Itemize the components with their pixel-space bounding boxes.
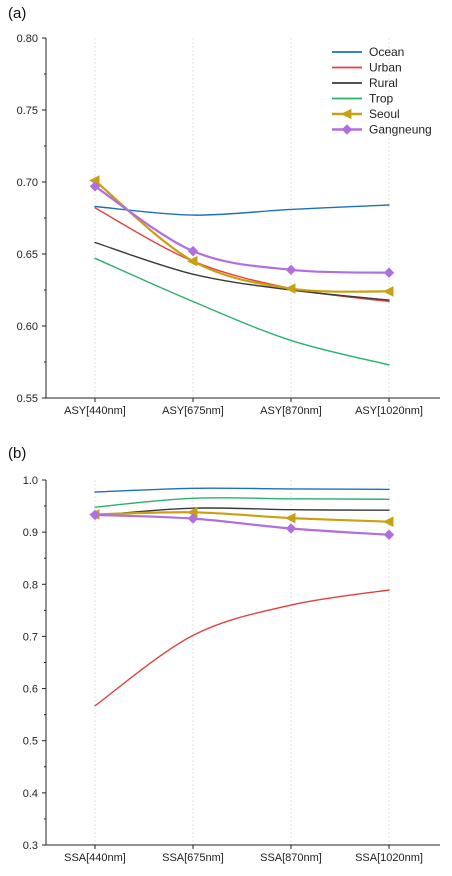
x-tick-label: ASY[1020nm] <box>355 405 423 417</box>
data-point-seoul <box>382 286 394 297</box>
series-line-trop <box>94 257 390 366</box>
legend-label-trop: Trop <box>369 92 394 106</box>
data-point-gangneung <box>187 245 199 257</box>
data-point-seoul <box>382 516 394 528</box>
series-line-rural <box>94 507 390 517</box>
y-tick-label: 0.65 <box>17 249 38 261</box>
x-tick-label: SSA[1020nm] <box>355 852 423 864</box>
x-tick-label: SSA[440nm] <box>64 852 126 864</box>
y-tick-label: 1.0 <box>23 475 38 487</box>
panel-label: (a) <box>8 5 26 22</box>
series-line-ocean <box>94 487 390 493</box>
y-tick-label: 0.3 <box>23 840 38 852</box>
data-point-gangneung <box>187 513 199 524</box>
series-line-ocean <box>94 204 390 216</box>
legend-label-rural: Rural <box>369 76 398 90</box>
chart-panel-a: (a) 0.55 0.60 0.65 0.70 0.75 0.80 ASY[440nm] ASY… <box>8 5 440 417</box>
series-line-rural <box>94 241 390 301</box>
data-point-gangneung <box>285 264 297 276</box>
series-line-urban <box>94 207 390 303</box>
data-point-gangneung <box>285 523 297 534</box>
series-urban <box>94 589 390 707</box>
series-ocean <box>94 204 390 216</box>
y-tick-label: 0.8 <box>23 579 38 591</box>
data-point-gangneung <box>383 529 395 540</box>
x-tick-label: ASY[675nm] <box>162 405 224 417</box>
x-tick-label: ASY[870nm] <box>260 405 322 417</box>
y-tick-label: 0.7 <box>23 631 38 643</box>
series-line-urban <box>94 589 390 707</box>
series-rural <box>94 241 390 301</box>
legend-label-seoul: Seoul <box>369 107 400 121</box>
legend-label-urban: Urban <box>369 61 402 75</box>
series-gangneung <box>89 181 395 278</box>
series-line-gangneung <box>93 513 391 536</box>
series-trop <box>94 257 390 366</box>
legend-marker-seoul <box>340 108 352 120</box>
x-tick-label: SSA[870nm] <box>260 852 322 864</box>
data-point-seoul <box>186 255 198 267</box>
data-point-gangneung <box>383 267 395 278</box>
legend-label-gangneung: Gangneung <box>369 123 432 137</box>
legend-label-ocean: Ocean <box>369 45 404 59</box>
y-tick-label: 0.70 <box>17 177 38 189</box>
series-ocean <box>94 487 390 493</box>
series-gangneung <box>89 509 395 540</box>
series-line-trop <box>94 497 390 508</box>
series-trop <box>94 497 390 508</box>
series-rural <box>94 507 390 517</box>
panel-label: (b) <box>8 445 26 462</box>
series-line-seoul <box>93 511 391 523</box>
data-point-seoul <box>284 512 296 524</box>
x-tick-label: ASY[440nm] <box>64 405 126 417</box>
y-tick-label: 0.55 <box>17 393 38 405</box>
y-tick-label: 0.75 <box>17 105 38 117</box>
data-point-seoul <box>284 283 296 294</box>
series-urban <box>94 207 390 303</box>
series-line-gangneung <box>93 185 391 274</box>
series-line-seoul <box>93 179 391 293</box>
legend-marker-gangneung <box>341 124 353 135</box>
y-tick-label: 0.60 <box>17 321 38 333</box>
data-point-gangneung <box>89 509 101 521</box>
x-tick-label: SSA[675nm] <box>162 852 224 864</box>
y-tick-label: 0.9 <box>23 527 38 539</box>
data-point-gangneung <box>89 181 101 192</box>
y-tick-label: 0.4 <box>23 788 38 800</box>
y-tick-label: 0.80 <box>17 33 38 45</box>
y-tick-label: 0.5 <box>23 736 38 748</box>
chart-panel-b: (b) 0.3 0.4 0.5 0.6 0.7 0.8 0.9 1.0 SSA[440nm] SSA… <box>8 445 440 864</box>
y-tick-label: 0.6 <box>23 684 38 696</box>
